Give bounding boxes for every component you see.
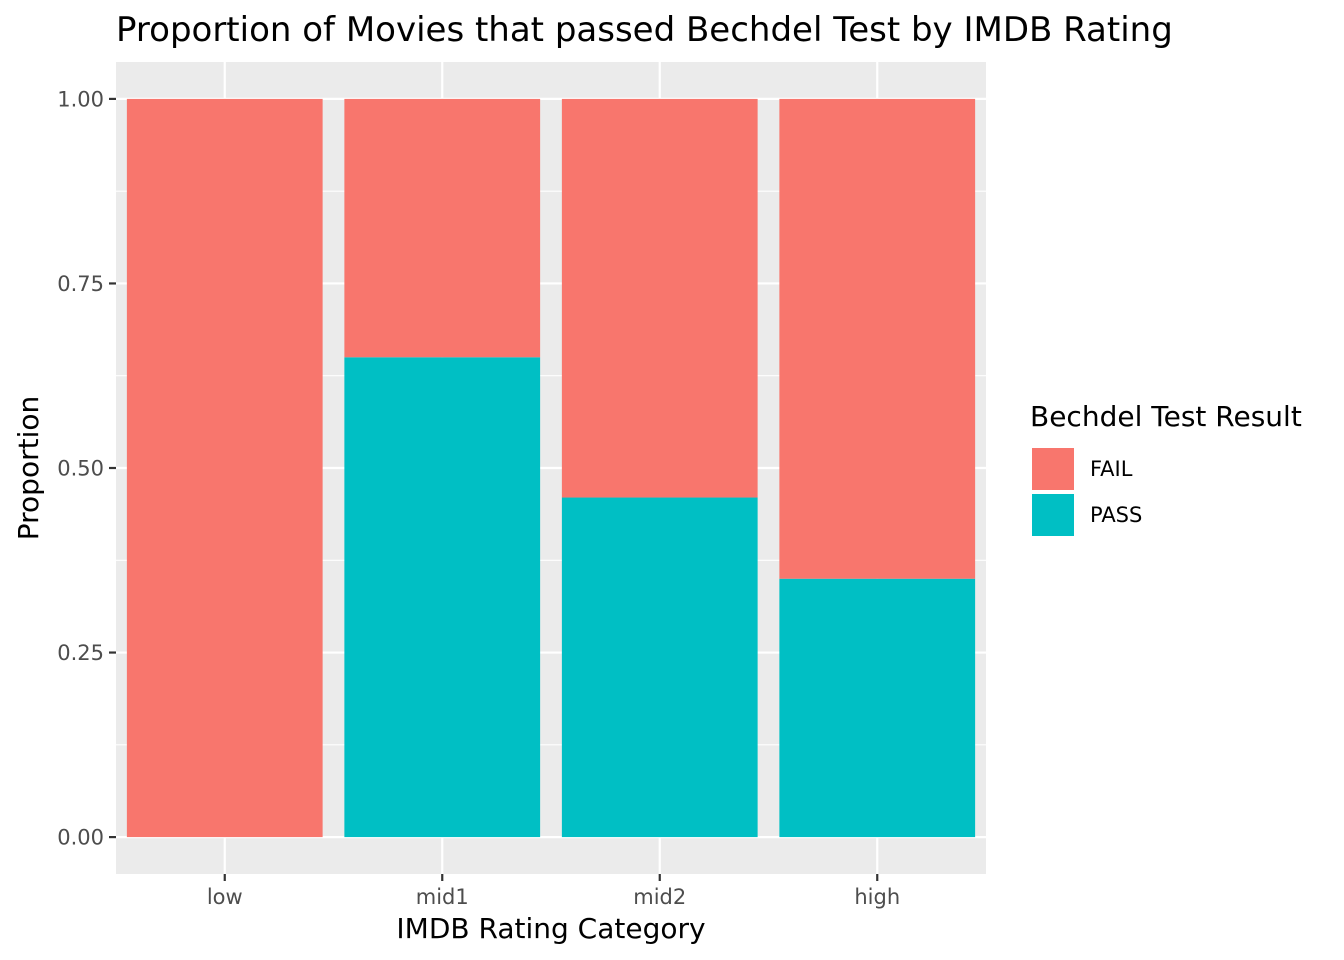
y-tick-label: 0.75 xyxy=(57,272,104,296)
bar-mid1-fail xyxy=(344,98,541,358)
bar-low-fail xyxy=(126,98,323,838)
x-axis: low mid1 mid2 high xyxy=(207,874,900,909)
y-tick-label: 0.00 xyxy=(57,826,104,850)
bar-high-pass xyxy=(779,578,976,838)
x-tick-label-mid2: mid2 xyxy=(633,885,686,909)
bar-mid2-pass xyxy=(561,497,758,838)
y-axis: 0.00 0.25 0.50 0.75 1.00 xyxy=(57,87,116,850)
y-tick-label: 1.00 xyxy=(57,87,104,111)
y-tick-label: 0.50 xyxy=(57,457,104,481)
legend-label-pass: PASS xyxy=(1090,503,1142,527)
bar-mid2-fail xyxy=(561,98,758,498)
bar-mid1-pass xyxy=(344,357,541,838)
bars xyxy=(126,98,976,838)
y-tick-label: 0.25 xyxy=(57,641,104,665)
legend: Bechdel Test Result FAIL PASS xyxy=(1030,400,1302,538)
legend-label-fail: FAIL xyxy=(1090,457,1133,481)
legend-swatch-fail xyxy=(1032,448,1074,490)
x-tick-label-high: high xyxy=(854,885,900,909)
x-axis-title: IMDB Rating Category xyxy=(396,912,705,945)
x-tick-label-low: low xyxy=(207,885,243,909)
legend-swatch-pass xyxy=(1032,494,1074,536)
bar-high-fail xyxy=(779,98,976,579)
legend-items: FAIL PASS xyxy=(1030,446,1142,538)
y-axis-title: Proportion xyxy=(12,396,45,540)
chart-title: Proportion of Movies that passed Bechdel… xyxy=(116,10,1173,50)
x-tick-label-mid1: mid1 xyxy=(416,885,469,909)
legend-title: Bechdel Test Result xyxy=(1030,400,1302,433)
